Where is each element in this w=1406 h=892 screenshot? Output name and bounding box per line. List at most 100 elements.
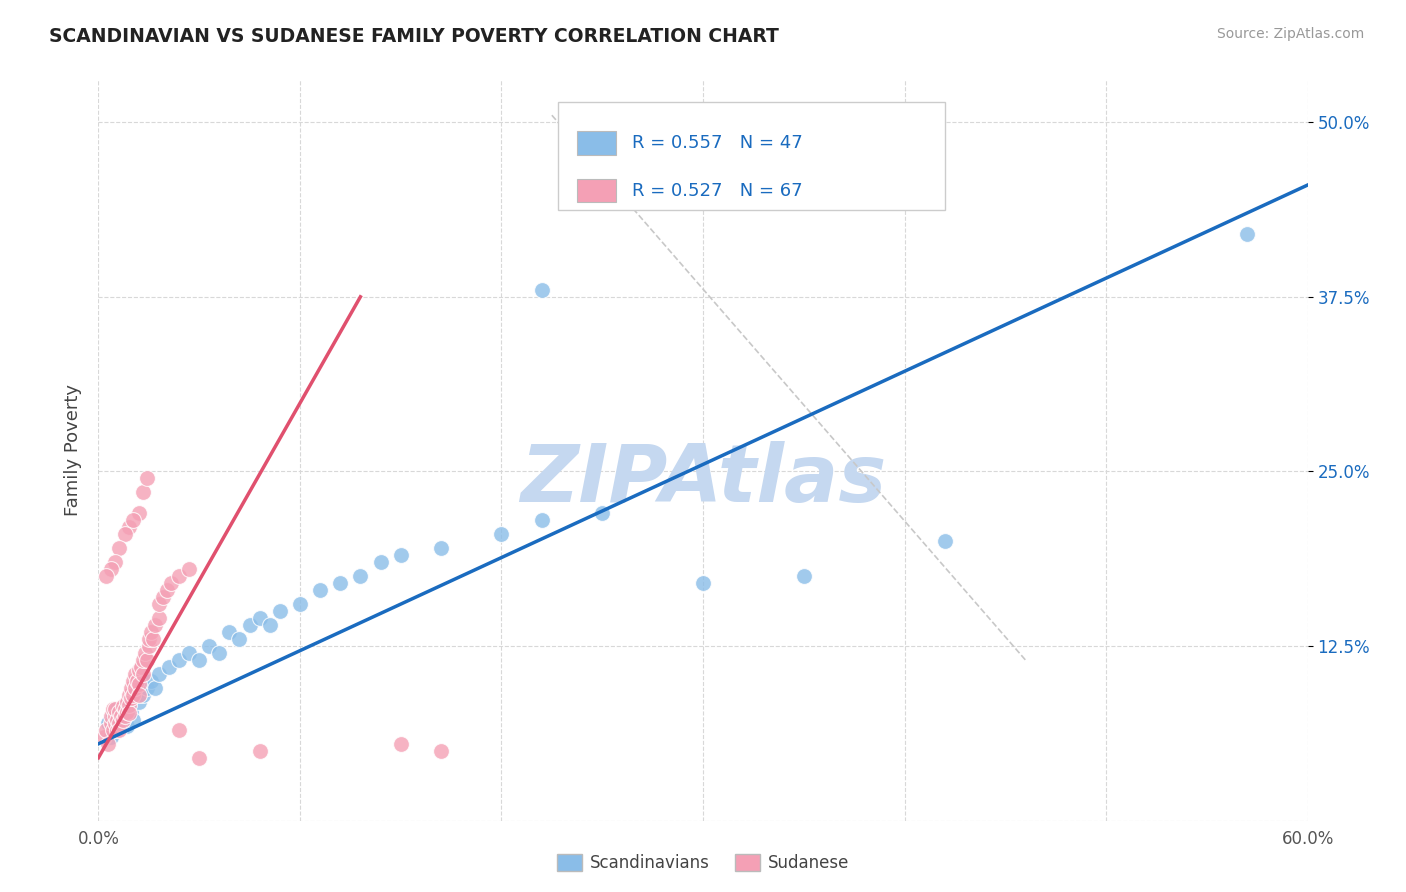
Point [134,646,156,660]
Point [121,513,143,527]
Legend: Scandinavians, Sudanese: Scandinavians, Sudanese [550,847,856,879]
Point [239,618,262,632]
Point [370,555,392,569]
Point [115,719,138,733]
Point [138,632,160,646]
Point [160,576,183,591]
Point [491,527,513,541]
Point [124,688,146,702]
Point [139,625,162,640]
Point [132,653,155,667]
Point [591,506,613,520]
Point [111,702,134,716]
Point [115,705,138,719]
Point [167,723,190,737]
Point [128,506,150,520]
FancyBboxPatch shape [558,103,945,210]
Point [115,695,138,709]
Point [128,677,150,691]
Point [288,597,311,611]
Point [156,583,179,598]
Point [188,653,211,667]
Point [124,681,146,695]
Point [148,667,170,681]
Point [118,695,141,709]
Point [148,611,170,625]
Y-axis label: Family Poverty: Family Poverty [63,384,82,516]
Point [114,709,136,723]
Point [100,562,122,576]
Point [430,744,453,758]
Point [530,513,553,527]
Point [101,723,124,737]
Point [128,688,150,702]
Point [430,541,453,556]
Point [103,709,125,723]
Point [101,702,124,716]
Point [132,485,155,500]
Point [135,653,157,667]
Point [129,660,152,674]
Point [152,590,174,604]
Point [135,471,157,485]
Point [138,639,160,653]
Point [118,698,141,712]
Point [118,520,141,534]
Point [143,681,166,695]
Point [228,632,250,646]
Point [110,709,132,723]
Point [309,583,332,598]
Point [249,611,271,625]
Point [103,702,125,716]
Point [125,673,148,688]
Point [167,653,190,667]
Point [118,688,141,702]
Point [103,555,125,569]
Point [105,713,128,727]
Point [107,541,129,556]
Point [329,576,352,591]
Point [111,713,134,727]
Point [124,667,146,681]
Point [142,632,165,646]
Point [120,681,142,695]
Point [96,723,118,737]
Point [692,576,714,591]
Point [110,709,132,723]
Point [793,569,815,583]
Point [107,715,129,730]
Point [188,751,211,765]
Point [132,688,155,702]
Point [120,690,142,705]
FancyBboxPatch shape [578,178,616,202]
Text: SCANDINAVIAN VS SUDANESE FAMILY POVERTY CORRELATION CHART: SCANDINAVIAN VS SUDANESE FAMILY POVERTY … [49,27,779,45]
Point [179,646,201,660]
Text: ZIPAtlas: ZIPAtlas [520,441,886,519]
Point [120,705,142,719]
Point [107,705,129,719]
Point [128,663,150,677]
Point [218,625,240,640]
Point [97,737,120,751]
Point [100,709,122,723]
Point [157,660,180,674]
Point [259,618,281,632]
Point [118,706,141,720]
Point [105,702,128,716]
Point [103,723,125,737]
Point [139,673,162,688]
Point [128,695,150,709]
Point [1236,227,1258,241]
Point [105,723,128,737]
Point [93,730,115,744]
Point [111,699,134,714]
Point [530,283,553,297]
Point [96,569,118,583]
Text: R = 0.527   N = 67: R = 0.527 N = 67 [631,181,803,200]
Point [208,646,231,660]
Point [349,569,371,583]
Text: R = 0.557   N = 47: R = 0.557 N = 47 [631,135,803,153]
Point [114,713,136,727]
Point [167,569,190,583]
Point [249,744,271,758]
